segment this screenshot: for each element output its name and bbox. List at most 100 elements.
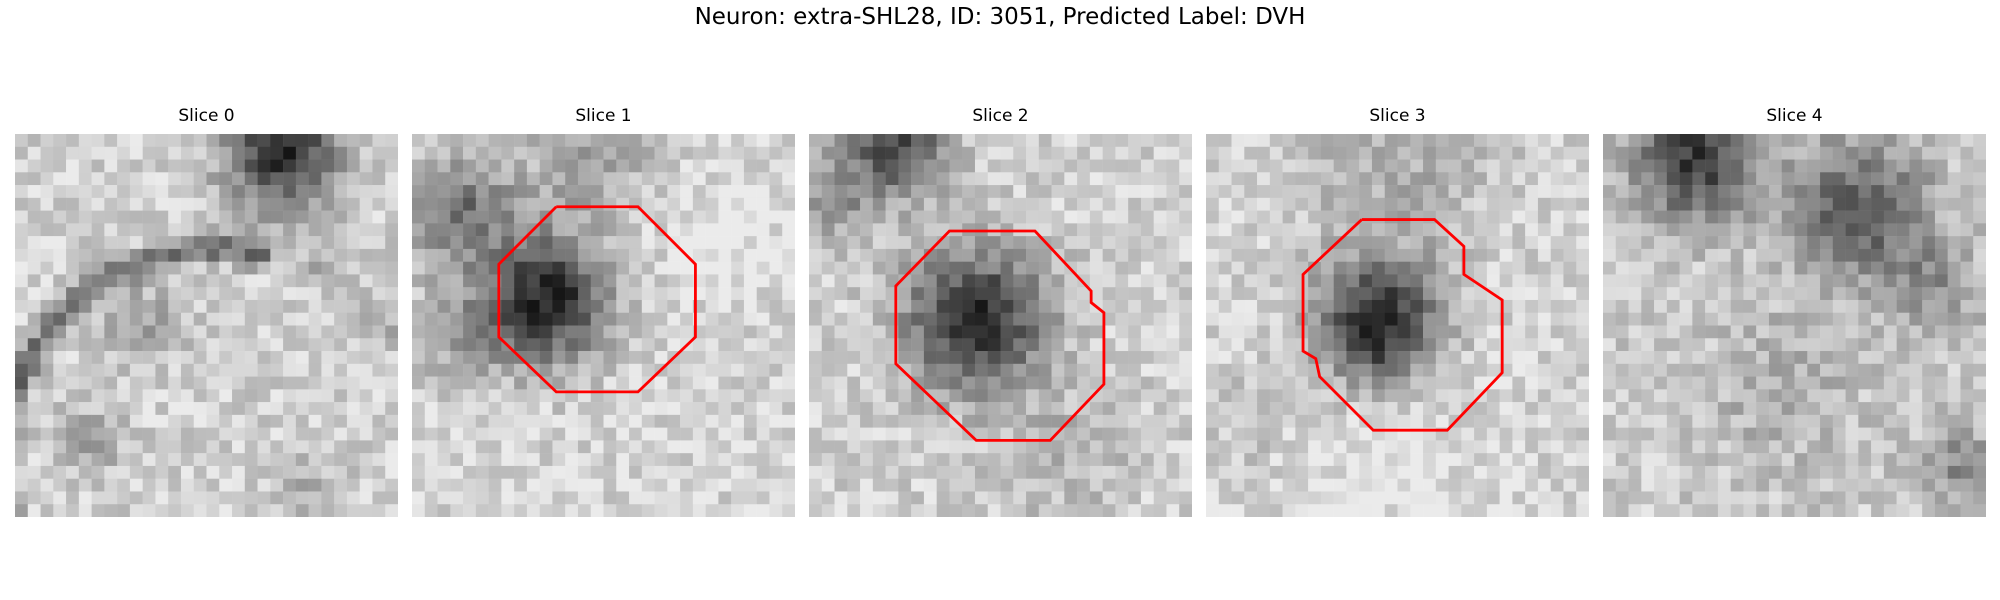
slice-pixel xyxy=(1089,504,1103,517)
slice-pixel xyxy=(270,338,284,352)
slice-pixel xyxy=(1654,376,1668,390)
slice-pixel xyxy=(680,363,694,377)
slice-pixel xyxy=(1397,210,1411,224)
slice-pixel xyxy=(1628,274,1642,288)
slice-pixel xyxy=(1768,491,1782,505)
slice-pixel xyxy=(1115,159,1129,173)
slice-pixel xyxy=(1781,159,1795,173)
slice-pixel xyxy=(91,427,105,441)
slice-pixel xyxy=(1026,274,1040,288)
slice-pixel xyxy=(1499,197,1513,211)
slice-pixel xyxy=(641,287,655,301)
slice-pixel xyxy=(1947,402,1961,416)
slice-pixel xyxy=(1883,414,1897,428)
slice-pixel xyxy=(463,363,477,377)
slice-pixel xyxy=(923,325,937,339)
slice-pixel xyxy=(1153,261,1167,275)
slice-pixel xyxy=(616,325,630,339)
slice-pixel xyxy=(539,299,553,313)
slice-pixel xyxy=(1026,325,1040,339)
slice-pixel xyxy=(526,389,540,403)
slice-pixel xyxy=(539,159,553,173)
slice-pixel xyxy=(475,159,489,173)
slice-pixel xyxy=(232,172,246,186)
slice-pixel xyxy=(1089,261,1103,275)
slice-pixel xyxy=(1781,197,1795,211)
slice-pixel xyxy=(911,223,925,237)
slice-pixel xyxy=(514,185,528,199)
slice-pixel xyxy=(1257,134,1271,148)
slice-pixel xyxy=(1153,210,1167,224)
slice-pixel xyxy=(692,134,706,148)
slice-pixel xyxy=(1832,504,1846,517)
slice-pixel xyxy=(1282,414,1296,428)
slice-pixel xyxy=(885,159,899,173)
slice-pixel xyxy=(1231,210,1245,224)
slice-pixel xyxy=(475,440,489,454)
slice-pixel xyxy=(526,197,540,211)
slice-pixel xyxy=(1218,351,1232,365)
slice-pixel xyxy=(206,210,220,224)
slice-pixel xyxy=(1179,210,1192,224)
slice-pixel xyxy=(1717,325,1731,339)
slice-pixel xyxy=(346,363,360,377)
slice-pixel xyxy=(1410,440,1424,454)
slice-pixel xyxy=(308,299,322,313)
slice-pixel xyxy=(1474,223,1488,237)
slice-pixel xyxy=(692,453,706,467)
slice-pixel xyxy=(782,248,795,262)
slice-pixel xyxy=(1128,376,1142,390)
slice-pixel xyxy=(1244,376,1258,390)
slice-pixel xyxy=(1218,376,1232,390)
slice-pixel xyxy=(385,197,398,211)
slice-pixel xyxy=(1537,491,1551,505)
slice-pixel xyxy=(1525,453,1539,467)
slice-pixel xyxy=(821,465,835,479)
slice-pixel xyxy=(129,159,143,173)
slice-pixel xyxy=(834,504,848,517)
slice-pixel xyxy=(1346,146,1360,160)
slice-pixel xyxy=(1089,325,1103,339)
slice-pixel xyxy=(743,274,757,288)
slice-pixel xyxy=(1525,351,1539,365)
slice-pixel xyxy=(1423,287,1437,301)
slice-pixel xyxy=(987,287,1001,301)
slice-pixel xyxy=(756,389,770,403)
slice-pixel xyxy=(463,248,477,262)
slice-pixel xyxy=(1525,465,1539,479)
slice-pixel xyxy=(257,465,271,479)
slice-pixel xyxy=(1576,351,1589,365)
slice-pixel xyxy=(1871,223,1885,237)
slice-pixel xyxy=(1576,210,1589,224)
slice-pixel xyxy=(1794,236,1808,250)
slice-pixel xyxy=(1295,453,1309,467)
slice-pixel xyxy=(834,465,848,479)
slice-pixel xyxy=(1960,402,1974,416)
slice-pixel xyxy=(1115,299,1129,313)
slice-pixel xyxy=(168,261,182,275)
slice-pixel xyxy=(872,185,886,199)
slice-pixel xyxy=(1397,465,1411,479)
slice-pixel xyxy=(385,504,398,517)
slice-pixel xyxy=(437,312,451,326)
slice-pixel xyxy=(424,172,438,186)
slice-pixel xyxy=(1730,338,1744,352)
slice-pixel xyxy=(987,248,1001,262)
slice-pixel xyxy=(641,299,655,313)
slice-pixel xyxy=(1909,414,1923,428)
slice-pixel xyxy=(834,159,848,173)
slice-pixel xyxy=(53,261,67,275)
slice-pixel xyxy=(1717,172,1731,186)
slice-pixel xyxy=(731,159,745,173)
slice-pixel xyxy=(219,172,233,186)
slice-pixel xyxy=(1486,185,1500,199)
slice-pixel xyxy=(1206,312,1220,326)
slice-pixel xyxy=(1679,274,1693,288)
slice-pixel xyxy=(1960,236,1974,250)
slice-pixel xyxy=(232,134,246,148)
slice-pixel xyxy=(117,236,131,250)
slice-pixel xyxy=(1486,248,1500,262)
slice-pixel xyxy=(180,351,194,365)
slice-pixel xyxy=(219,159,233,173)
slice-pixel xyxy=(475,299,489,313)
